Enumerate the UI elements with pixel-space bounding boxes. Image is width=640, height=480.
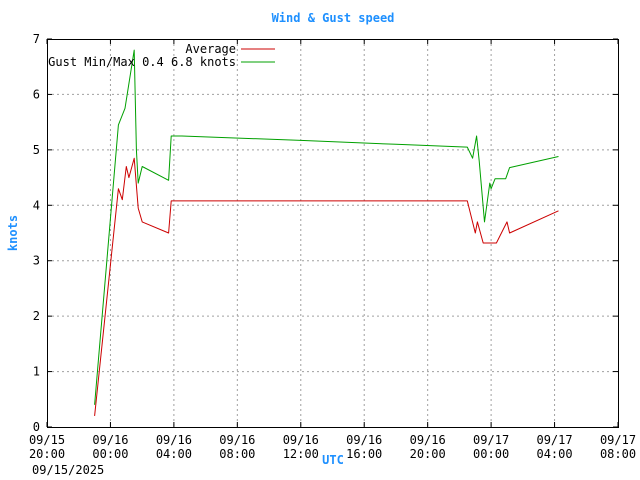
x-tick-label-time: 12:00 [283, 447, 319, 461]
y-tick-label: 2 [33, 309, 40, 323]
x-tick-label-date: 09/17 [536, 433, 572, 447]
y-tick-label: 6 [33, 87, 40, 101]
x-tick-label-time: 00:00 [92, 447, 128, 461]
y-tick-label: 4 [33, 198, 40, 212]
legend-label-average: Average [185, 42, 236, 56]
x-tick-label-date: 09/16 [156, 433, 192, 447]
x-axis-label: UTC [322, 453, 344, 467]
x-tick-label-time: 04:00 [536, 447, 572, 461]
legend-label-gust: Gust Min/Max 0.4 6.8 knots [48, 55, 236, 69]
series-line-gust [94, 49, 559, 405]
x-tick-label-time: 08:00 [600, 447, 636, 461]
x-tick-label-time: 20:00 [410, 447, 446, 461]
x-tick-label-date: 09/16 [410, 433, 446, 447]
y-tick-label: 1 [33, 365, 40, 379]
x-tick-label-time: 00:00 [473, 447, 509, 461]
x-tick-label-time: 08:00 [219, 447, 255, 461]
y-tick-label: 0 [33, 420, 40, 434]
x-tick-label-date: 09/17 [473, 433, 509, 447]
plot-frame [47, 39, 619, 428]
x-tick-label-date: 09/16 [92, 433, 128, 447]
series-line-average [94, 157, 559, 416]
x-tick-label-date: 09/16 [219, 433, 255, 447]
x-tick-label-date: 09/16 [283, 433, 319, 447]
y-axis-label: knots [6, 215, 20, 251]
series-layer [94, 49, 559, 416]
date-label: 09/15/2025 [32, 463, 104, 477]
tick-layer: 09/1520:0009/1600:0009/1604:0009/1608:00… [29, 32, 636, 461]
y-tick-label: 3 [33, 254, 40, 268]
x-tick-label-date: 09/16 [346, 433, 382, 447]
x-tick-label-time: 20:00 [29, 447, 65, 461]
x-tick-label-date: 09/15 [29, 433, 65, 447]
legend: Average Gust Min/Max 0.4 6.8 knots [48, 42, 275, 69]
x-tick-label-time: 16:00 [346, 447, 382, 461]
grid-layer [47, 39, 618, 427]
x-tick-label-date: 09/17 [600, 433, 636, 447]
x-tick-label-time: 04:00 [156, 447, 192, 461]
chart-title: Wind & Gust speed [272, 11, 395, 25]
y-tick-label: 7 [33, 32, 40, 46]
y-tick-label: 5 [33, 143, 40, 157]
